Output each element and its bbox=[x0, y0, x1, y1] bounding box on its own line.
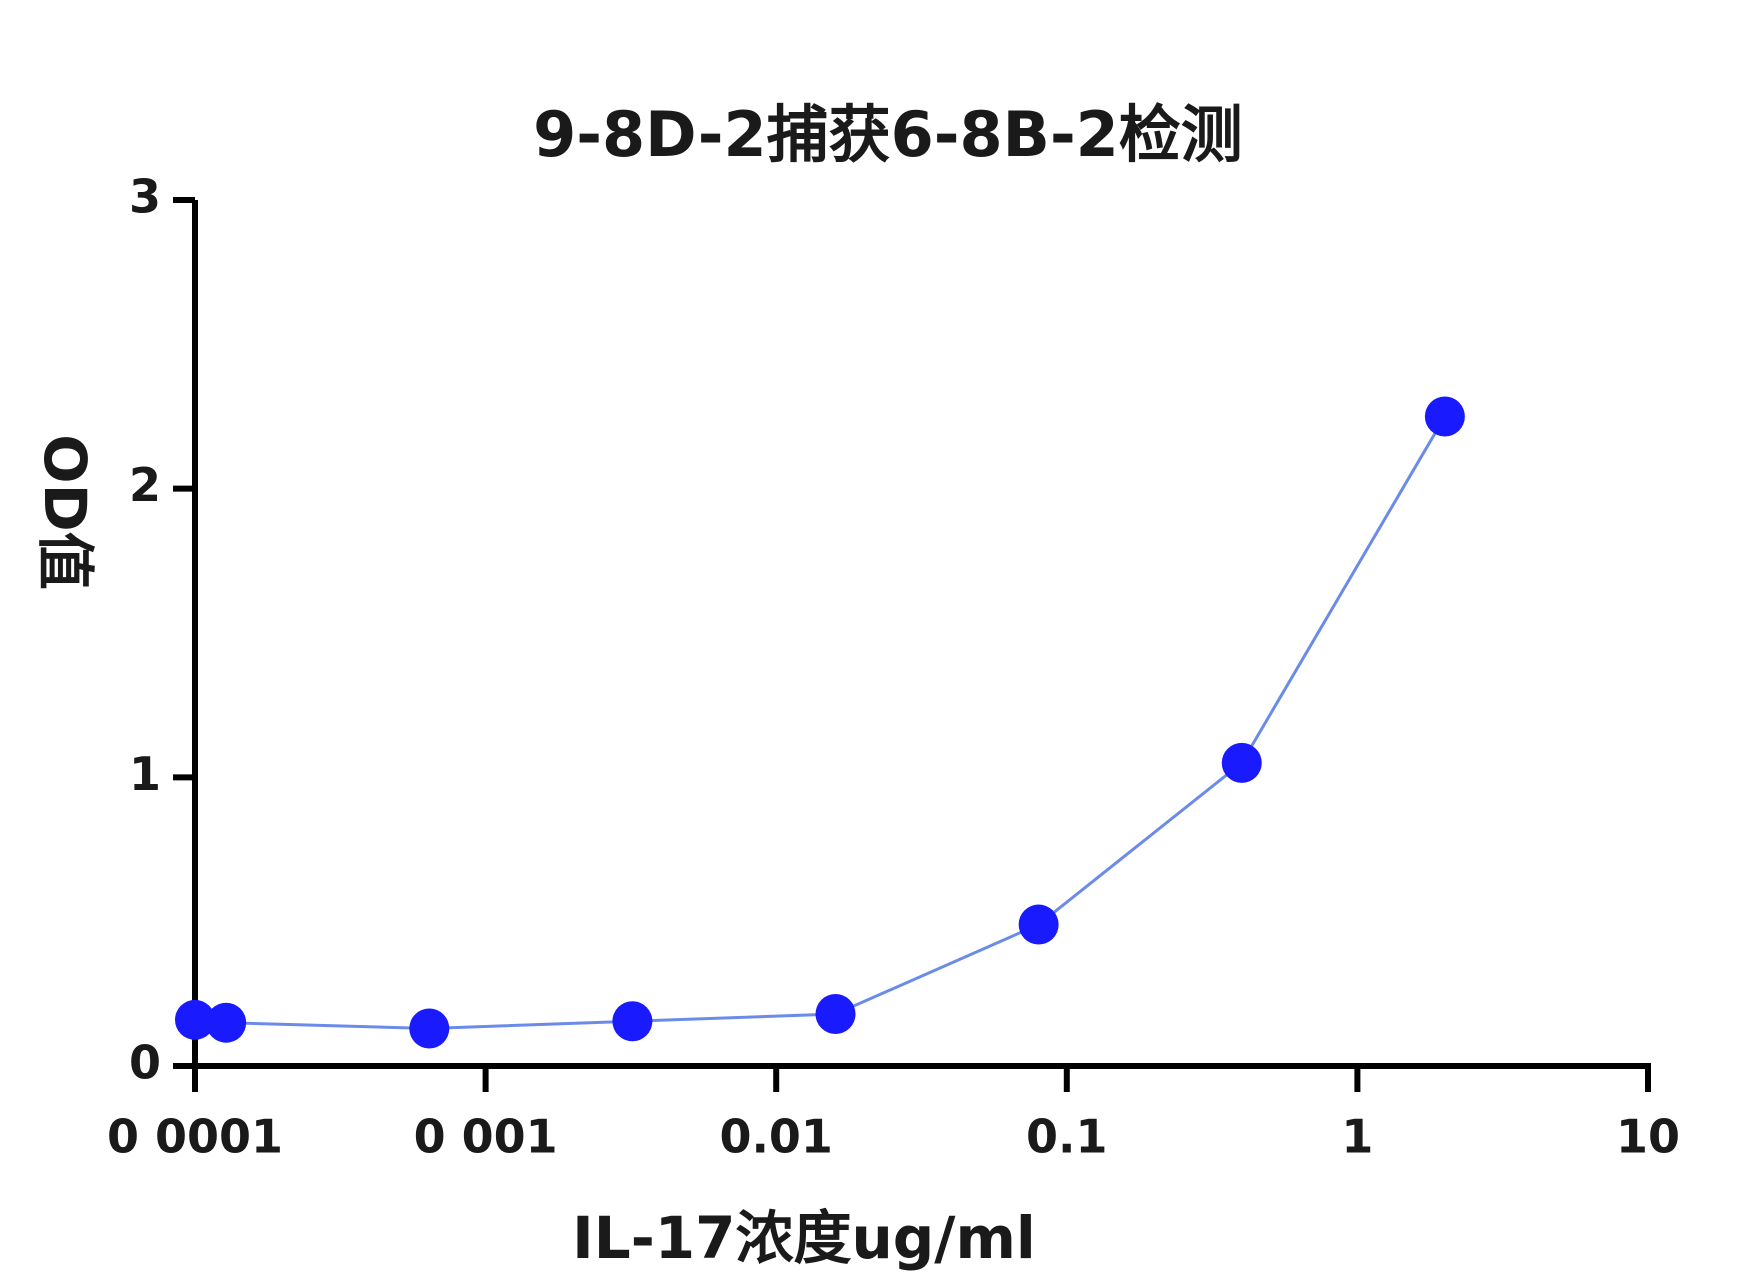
x-tick-label: 0 0001 bbox=[107, 1110, 283, 1164]
data-point bbox=[206, 1002, 247, 1043]
y-tick-label: 3 bbox=[129, 170, 161, 224]
chart-title: 9-8D-2捕获6-8B-2检测 bbox=[533, 98, 1243, 171]
data-point bbox=[815, 994, 856, 1035]
x-tick-label: 10 bbox=[1616, 1110, 1680, 1164]
series-line bbox=[194, 415, 1447, 1030]
x-tick-label: 0 001 bbox=[414, 1110, 558, 1164]
y-axis-label: OD值 bbox=[31, 434, 99, 589]
data-point bbox=[1424, 396, 1465, 437]
data-point bbox=[1018, 904, 1059, 945]
y-tick-label: 0 bbox=[129, 1036, 161, 1090]
x-tick-label: 1 bbox=[1341, 1110, 1373, 1164]
data-point bbox=[1221, 742, 1262, 783]
data-point bbox=[175, 999, 215, 1040]
x-axis-label: IL-17浓度ug/ml bbox=[572, 1204, 1036, 1272]
data-point bbox=[409, 1008, 450, 1049]
y-tick-label: 2 bbox=[129, 458, 161, 512]
x-tick-label: 0.01 bbox=[719, 1110, 833, 1164]
y-tick-label: 1 bbox=[129, 747, 161, 801]
data-point bbox=[612, 1001, 653, 1042]
x-tick-label: 0.1 bbox=[1026, 1110, 1108, 1164]
